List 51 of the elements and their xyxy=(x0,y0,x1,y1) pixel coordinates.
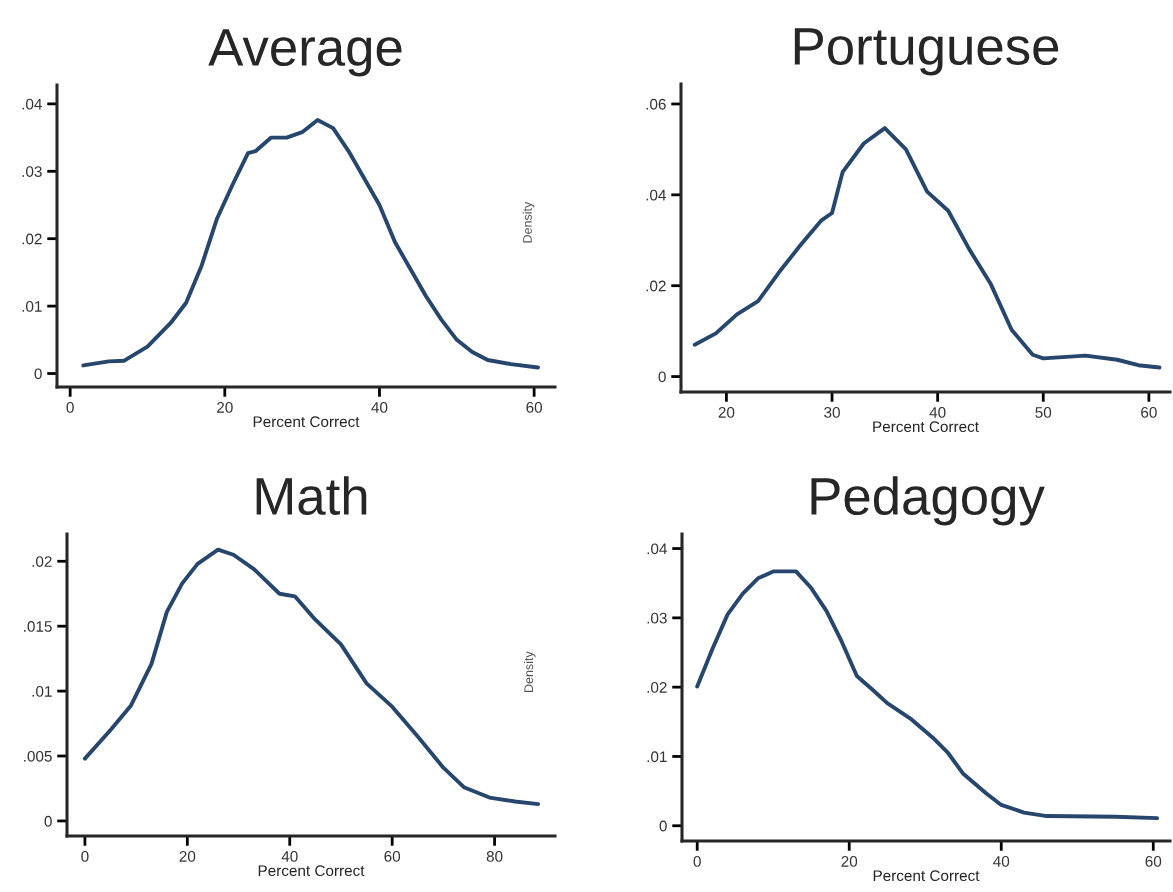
x-tick-label: 40 xyxy=(993,855,1010,867)
y-tick-label: 0 xyxy=(34,368,42,380)
line-series xyxy=(692,126,1162,370)
line-series xyxy=(695,569,1160,821)
y-tick-label: .02 xyxy=(646,280,666,292)
x-tick-label: 0 xyxy=(66,401,74,413)
x-tick-label: 60 xyxy=(1145,855,1162,867)
y-axis-title: Density xyxy=(522,201,535,243)
y-tick-label: 0 xyxy=(658,371,666,383)
y-tick-label: .06 xyxy=(646,98,666,110)
line-series xyxy=(82,547,541,807)
x-tick-label: 20 xyxy=(718,406,735,418)
y-tick-label: .005 xyxy=(24,750,52,762)
x-tick-label: 40 xyxy=(929,406,946,418)
x-tick-label: 0 xyxy=(81,850,89,862)
y-tick-label: .01 xyxy=(647,751,667,763)
x-axis-title: Percent Correct xyxy=(873,421,979,433)
x-tick-label: 40 xyxy=(281,850,298,862)
x-tick-label: 60 xyxy=(526,401,543,413)
y-axis-title: Density xyxy=(523,651,536,692)
y-tick-label: 0 xyxy=(659,820,667,832)
y-tick-label: .02 xyxy=(22,233,42,245)
x-tick-label: 40 xyxy=(371,401,388,413)
x-tick-label: 20 xyxy=(217,401,233,413)
x-tick-label: 30 xyxy=(824,406,840,418)
chart-title: Average xyxy=(208,29,402,77)
y-tick-label: .02 xyxy=(647,682,667,693)
y-tick-label: .04 xyxy=(647,543,667,555)
y-tick-label: .04 xyxy=(22,98,42,110)
y-tick-label: .01 xyxy=(22,300,42,312)
line-series xyxy=(81,118,540,370)
y-tick-label: .04 xyxy=(646,189,666,201)
x-tick-label: 60 xyxy=(1141,406,1157,418)
y-tick-label: .015 xyxy=(24,621,52,632)
x-axis-title: Percent Correct xyxy=(253,416,360,428)
x-tick-label: 20 xyxy=(179,850,196,862)
y-tick-label: .03 xyxy=(647,612,667,624)
x-tick-label: 20 xyxy=(841,855,858,867)
x-tick-label: 50 xyxy=(1035,406,1052,418)
y-tick-label: .02 xyxy=(32,556,52,567)
x-tick-label: 80 xyxy=(486,850,503,862)
x-tick-label: 0 xyxy=(693,855,701,867)
x-axis-title: Percent Correct xyxy=(873,870,980,882)
y-tick-label: 0 xyxy=(44,815,52,827)
y-tick-label: .03 xyxy=(22,166,42,177)
x-tick-label: 60 xyxy=(384,850,401,862)
chart-title: Math xyxy=(256,476,367,516)
x-axis-title: Percent Correct xyxy=(258,865,365,877)
chart-title: Pedagogy xyxy=(811,476,1045,526)
chart-title: Portuguese xyxy=(794,28,1059,76)
y-tick-label: .01 xyxy=(32,685,52,697)
